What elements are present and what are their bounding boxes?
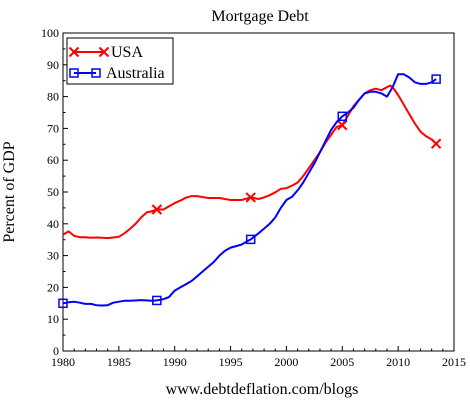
legend-australia-marker-left [69,68,79,78]
x-tick-label: 1980 [51,355,75,369]
y-tick-label: 90 [47,58,59,72]
series-marker-australia [245,234,256,245]
y-tick-label: 20 [47,280,59,294]
legend-usa-marker-right [98,46,110,58]
legend-australia-marker-right [91,68,101,78]
x-tick-label: 2010 [386,355,410,369]
series-marker-australia [337,111,348,122]
source-footer: www.debtdeflation.com/blogs [166,381,359,398]
x-tick-label: 1985 [107,355,131,369]
legend-australia-label: Australia [106,65,165,82]
y-tick-label: 40 [47,217,59,231]
y-tick-label: 70 [47,121,59,135]
series-marker-usa [430,138,442,149]
y-axis-ticks: 0 10 20 30 40 50 60 70 80 90 100 [41,26,68,358]
x-tick-label: 1995 [219,355,243,369]
series-marker-australia [431,74,441,84]
series-marker-australia [152,295,162,306]
legend-box [66,37,174,85]
y-tick-label: 60 [47,153,59,167]
x-axis-ticks: 1980 1985 1990 1995 2000 2005 2010 2015 [51,346,466,369]
series-marker-usa [245,192,256,203]
series-marker-usa [151,204,163,215]
y-axis-title: Percent of GDP [1,141,18,242]
y-tick-label: 30 [47,249,59,263]
series-marker-usa [337,120,348,131]
series-line-australia [62,73,437,307]
y-tick-label: 0 [53,344,59,358]
x-tick-label: 1990 [163,355,187,369]
y-tick-label: 10 [47,312,59,326]
legend-usa-marker-left [68,46,80,58]
y-tick-label: 80 [47,90,59,104]
y-tick-label: 100 [41,26,59,40]
legend: USA Australia [66,37,174,85]
x-tick-label: 2000 [274,355,298,369]
chart-title: Mortgage Debt [211,8,309,25]
series-line-usa [62,84,437,240]
series-layer [58,73,442,309]
legend-usa-label: USA [111,44,143,61]
y-tick-label: 50 [47,185,59,199]
x-tick-label: 2015 [442,355,466,369]
x-tick-label: 2005 [330,355,354,369]
series-marker-australia [58,298,68,309]
